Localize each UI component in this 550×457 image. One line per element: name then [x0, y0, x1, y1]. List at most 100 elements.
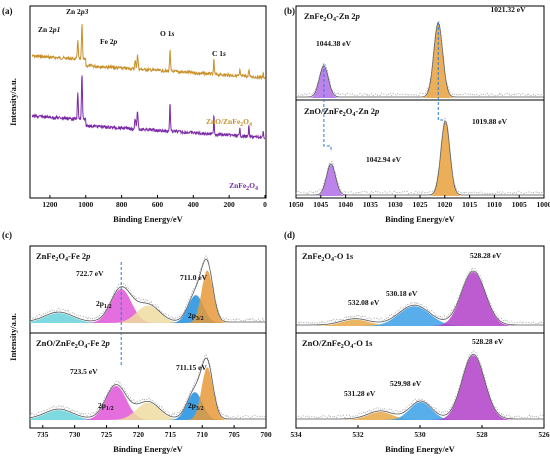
fe2p-zno-znfe2o4-fit-envelope	[29, 357, 266, 420]
o-peak-label-bottom-1: 529.98 eV	[390, 379, 422, 388]
fe2p-znfe2o4-fit-envelope	[29, 258, 266, 323]
tick-label-1000: 1000	[78, 200, 93, 209]
tick-label-720: 720	[133, 430, 145, 439]
tick-label-705: 705	[228, 430, 240, 439]
fe-peak-label-top-0: 722.7 eV	[76, 269, 104, 278]
zn-peak-label-bottom-1: 1019.88 eV	[472, 117, 508, 126]
panel-d-peak-labels: 532.08 eV 530.18 eV 528.28 eV 531.28 eV 529.…	[344, 251, 504, 398]
series-label-zno-znfe2o4: ZnO/ZnFe2O4	[206, 117, 252, 128]
series-label-znfe2o4: ZnFe2O4	[229, 181, 258, 192]
panel-d-bottom-title: ZnO/ZnFe2O4-O 1s	[302, 338, 373, 350]
orbital-label-2p-1-2-top: 2p1/2	[96, 299, 112, 310]
fe2p-znfe2o4-component-4	[30, 270, 266, 323]
panel-b-frame	[295, 5, 545, 199]
zn2p-znfe2o4-raw-data	[295, 21, 545, 97]
fe2p-znfe2o4-component-2	[30, 305, 266, 323]
orbital-label-2p-3-2-bottom: 2p3/2	[188, 401, 204, 412]
orbital-label-2p-1-2-bottom: 2p1/2	[98, 401, 114, 412]
o-peak-label-bottom-0: 531.28 eV	[344, 389, 376, 398]
zn-peak-label-bottom-0: 1042.94 eV	[366, 155, 402, 164]
panel-d: 534 532 530 528 526 532.08 eV 530.18 eV 528.28…	[284, 230, 550, 454]
tick-label-400: 400	[188, 200, 200, 209]
panel-a-ylabel: Intensity/a.u.	[8, 78, 18, 126]
panel-c-ticks: 735 730 725 720 715 710 705 700	[37, 425, 272, 439]
panel-b: 1050 1045 1040 1035 1030 1025 1020 1015 1010 1005…	[284, 5, 550, 224]
tick-label-600: 600	[152, 200, 164, 209]
tick-label-1005: 1005	[512, 200, 527, 209]
tick-label-532: 532	[352, 430, 364, 439]
panel-d-top-title: ZnFe2O4-O 1s	[302, 251, 354, 263]
panel-c-frame	[29, 245, 267, 429]
zn-shift-arrow-left	[323, 64, 332, 152]
tick-label-715: 715	[165, 430, 177, 439]
tick-label-534: 534	[290, 430, 302, 439]
zn2p-zno-znfe2o4-raw-data	[295, 117, 545, 195]
panel-a-ticks: 1200 1000 800 600 400 200 0	[42, 195, 267, 209]
panel-c-curves	[29, 255, 267, 420]
panel-b-bottom-title: ZnO/ZnFe2O4-Zn 2p	[304, 106, 379, 118]
tick-label-1045: 1045	[313, 200, 328, 209]
o-peak-label-top-0: 532.08 eV	[348, 298, 380, 307]
panel-b-label: (b)	[284, 6, 295, 16]
tick-label-1015: 1015	[462, 200, 477, 209]
o1s-znfe2o4-raw-data	[295, 267, 545, 325]
panel-b-ticks: 1050 1045 1040 1035 1030 1025 1020 1015 1010 1005…	[289, 195, 550, 209]
o-peak-label-top-1: 530.18 eV	[386, 289, 418, 298]
tick-label-1050: 1050	[289, 200, 304, 209]
tick-label-1030: 1030	[388, 200, 403, 209]
o1s-znfe2o4-component-2	[296, 272, 544, 326]
panel-c-peak-labels: 722.7 eV 711.0 eV 723.5 eV 711.15 eV	[70, 262, 208, 376]
tick-label-730: 730	[69, 430, 81, 439]
fe2p-znfe2o4-raw-data	[29, 255, 267, 322]
tick-label-700: 700	[260, 430, 272, 439]
panel-d-frame	[295, 245, 545, 429]
tick-label-735: 735	[37, 430, 49, 439]
panel-a-peak-labels: Zn 2p1 Zn 2p3 Fe 2p O 1s C 1s	[38, 7, 226, 58]
tick-label-1025: 1025	[413, 200, 428, 209]
o1s-znfe2o4-component-1	[296, 306, 544, 326]
survey-zno-znfe2o4-line	[31, 24, 266, 81]
tick-label-0: 0	[263, 200, 267, 209]
tick-label-800: 800	[116, 200, 128, 209]
panel-c-top-title: ZnFe2O4-Fe 2p	[36, 251, 90, 263]
o-peak-label-top-2: 528.28 eV	[470, 251, 502, 260]
panel-a-frame	[29, 5, 267, 199]
fe2p-zno-znfe2o4-raw-data	[29, 353, 267, 419]
panel-a-curves	[31, 24, 266, 140]
zn2p-znfe2o4-fit-envelope	[296, 22, 544, 98]
panel-a: 1200 1000 800 600 400 200 0 Zn 2p1 Zn 2p3 Fe 2p O…	[2, 5, 267, 224]
orbital-label-2p-3-2-top: 2p3/2	[188, 311, 204, 322]
zn-shift-arrow-right	[437, 22, 446, 121]
tick-label-530: 530	[414, 430, 426, 439]
tick-label-1000: 1000	[537, 200, 550, 209]
panel-a-xlabel: Binding Energy/eV	[113, 214, 184, 224]
tick-label-710: 710	[197, 430, 209, 439]
panel-d-curves	[295, 267, 545, 420]
tick-label-1035: 1035	[363, 200, 378, 209]
panel-c: 735 730 725 720 715 710 705 700 722.7 eV 711.0 e…	[2, 230, 272, 454]
survey-znfe2o4-line	[31, 75, 266, 140]
fe2p-zno-znfe2o4-component-2	[30, 402, 266, 420]
panel-b-xlabel: Binding Energy/eV	[385, 214, 456, 224]
tick-label-528: 528	[476, 430, 488, 439]
panel-d-ticks: 534 532 530 528 526	[290, 425, 550, 439]
tick-label-725: 725	[101, 430, 113, 439]
o1s-zno-znfe2o4-component-1	[296, 402, 544, 420]
zn-peak-label-top-0: 1044.38 eV	[316, 39, 352, 48]
fe2p-znfe2o4-component-0	[30, 313, 266, 323]
fe-peak-label-top-1: 711.0 eV	[180, 273, 208, 282]
fe2p-zno-znfe2o4-component-0	[30, 410, 266, 420]
peak-label-o-1s: O 1s	[160, 29, 174, 38]
o1s-znfe2o4-component-0	[296, 319, 544, 326]
tick-label-1010: 1010	[487, 200, 502, 209]
peak-label-fe-2p: Fe 2p	[100, 37, 118, 46]
o1s-zno-znfe2o4-fit-envelope	[296, 353, 544, 420]
fe-peak-label-bottom-0: 723.5 eV	[70, 367, 98, 376]
panel-c-bottom-title: ZnO/ZnFe2O4-Fe 2p	[36, 338, 110, 350]
fe2p-zno-znfe2o4-component-4	[30, 367, 266, 420]
panel-d-xlabel: Binding Energy/eV	[385, 444, 456, 454]
o1s-zno-znfe2o4-raw-data	[295, 350, 545, 419]
zn-peak-label-top-1: 1021.32 eV	[491, 5, 527, 14]
panel-c-xlabel: Binding Energy/eV	[113, 444, 184, 454]
